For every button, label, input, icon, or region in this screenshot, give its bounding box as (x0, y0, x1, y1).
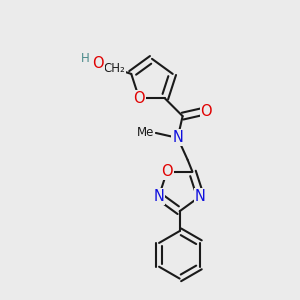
Text: Me: Me (136, 127, 154, 140)
Text: O: O (161, 164, 173, 179)
Text: N: N (195, 189, 206, 204)
Text: O: O (134, 91, 145, 106)
Text: O: O (201, 104, 212, 119)
Text: N: N (154, 189, 164, 204)
Text: N: N (172, 130, 183, 146)
Text: H: H (81, 52, 90, 65)
Text: CH₂: CH₂ (103, 62, 125, 75)
Text: O: O (92, 56, 104, 71)
